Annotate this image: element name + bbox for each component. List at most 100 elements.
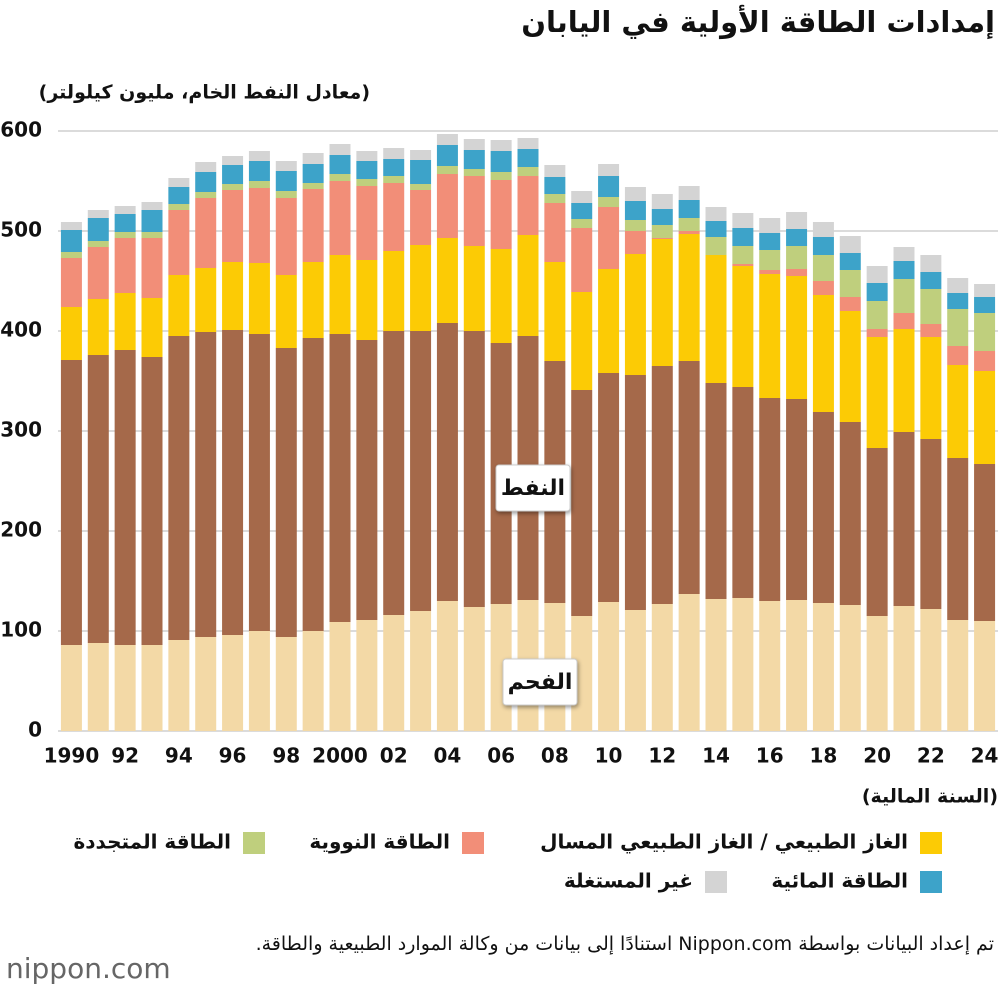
bar-segment (598, 176, 620, 197)
bar-segment (866, 329, 888, 337)
bar-segment (598, 164, 620, 176)
bar-segment (839, 311, 861, 422)
bar-segment (786, 246, 808, 269)
bar-segment (329, 174, 351, 181)
bar-segment (195, 192, 217, 198)
bar-segment (920, 609, 942, 731)
bar-segment (571, 219, 593, 228)
x-tick-label: 2000 (312, 744, 368, 768)
legend-label: الطاقة النووية (309, 830, 450, 854)
bar-segment (786, 229, 808, 246)
bar-segment (598, 197, 620, 207)
bar-segment (302, 153, 324, 164)
bar-segment (812, 281, 834, 295)
bar-segment (436, 174, 458, 238)
bar-segment (678, 200, 700, 218)
x-tick-label: 08 (541, 744, 569, 768)
bar-segment (678, 186, 700, 200)
legend-swatch (243, 832, 265, 854)
bar-segment (87, 241, 109, 247)
bar-segment (195, 268, 217, 332)
bar-segment (222, 184, 244, 190)
bar-segment (356, 340, 378, 620)
x-tick-label: 24 (971, 744, 999, 768)
y-tick-label: 400 (0, 318, 42, 342)
bar-segment (248, 181, 270, 188)
bar-segment (705, 255, 727, 383)
x-tick-label: 14 (702, 744, 730, 768)
bar-segment (436, 601, 458, 731)
bar-segment (893, 432, 915, 606)
bar-segment (920, 255, 942, 272)
bar-segment (974, 351, 996, 371)
bar-segment (678, 594, 700, 731)
bar-segment (624, 610, 646, 731)
bar-segment (571, 191, 593, 203)
bar-segment (275, 637, 297, 731)
bar-segment (436, 166, 458, 174)
bar-segment (651, 194, 673, 209)
bar-segment (544, 262, 566, 361)
bar-segment (60, 645, 82, 731)
bar-segment (544, 165, 566, 177)
bar-segment (302, 164, 324, 183)
bar-segment (141, 232, 163, 238)
bar-segment (678, 218, 700, 231)
bar-segment (275, 191, 297, 198)
bar-segment (168, 336, 190, 640)
bar-segment (356, 161, 378, 179)
bar-segment (866, 301, 888, 329)
bar-segment (87, 247, 109, 299)
bar-segment (544, 194, 566, 203)
bar-segment (114, 206, 136, 214)
x-tick-label: 16 (756, 744, 784, 768)
bar-segment (141, 202, 163, 210)
bar-segment (490, 180, 512, 249)
bar-segment (651, 604, 673, 731)
bar-segment (60, 360, 82, 645)
bar-segment (651, 238, 673, 239)
legend-label: غير المستغلة (564, 869, 693, 893)
bar-segment (947, 293, 969, 309)
bar-segment (893, 313, 915, 329)
bar-segment (759, 274, 781, 398)
bar-segment (651, 239, 673, 366)
bar-segment (812, 603, 834, 731)
bar-segment (195, 198, 217, 268)
bar-segment (114, 645, 136, 731)
y-tick-label: 0 (28, 718, 42, 742)
bar-segment (222, 635, 244, 731)
bar-segment (248, 334, 270, 631)
bar-segment (410, 245, 432, 331)
bar-segment (866, 337, 888, 448)
bar-segment (759, 250, 781, 270)
bar-segment (839, 270, 861, 297)
series-annotation: النفط (501, 476, 565, 501)
bar-segment (302, 189, 324, 262)
bar-segment (60, 230, 82, 252)
x-axis-label: (السنة المالية) (862, 786, 998, 808)
bar-segment (248, 161, 270, 181)
bar-segment (463, 169, 485, 176)
bar-segment (920, 337, 942, 439)
bar-segment (866, 283, 888, 301)
bar-segment (544, 203, 566, 262)
bar-segment (759, 398, 781, 601)
bar-segment (436, 238, 458, 323)
bar-segment (517, 167, 539, 176)
bar-segment (517, 176, 539, 235)
legend-swatch (705, 871, 727, 893)
bar-segment (248, 631, 270, 731)
bar-segment (275, 161, 297, 171)
bar-segment (812, 255, 834, 281)
bar-segment (383, 331, 405, 615)
bar-segment (678, 361, 700, 594)
bar-segment (839, 236, 861, 253)
bar-segment (329, 181, 351, 255)
bar-segment (893, 247, 915, 261)
bar-segment (168, 640, 190, 731)
bar-segment (60, 222, 82, 230)
logo: nippon.com (6, 952, 171, 985)
bar-segment (222, 156, 244, 165)
bar-segment (624, 375, 646, 610)
